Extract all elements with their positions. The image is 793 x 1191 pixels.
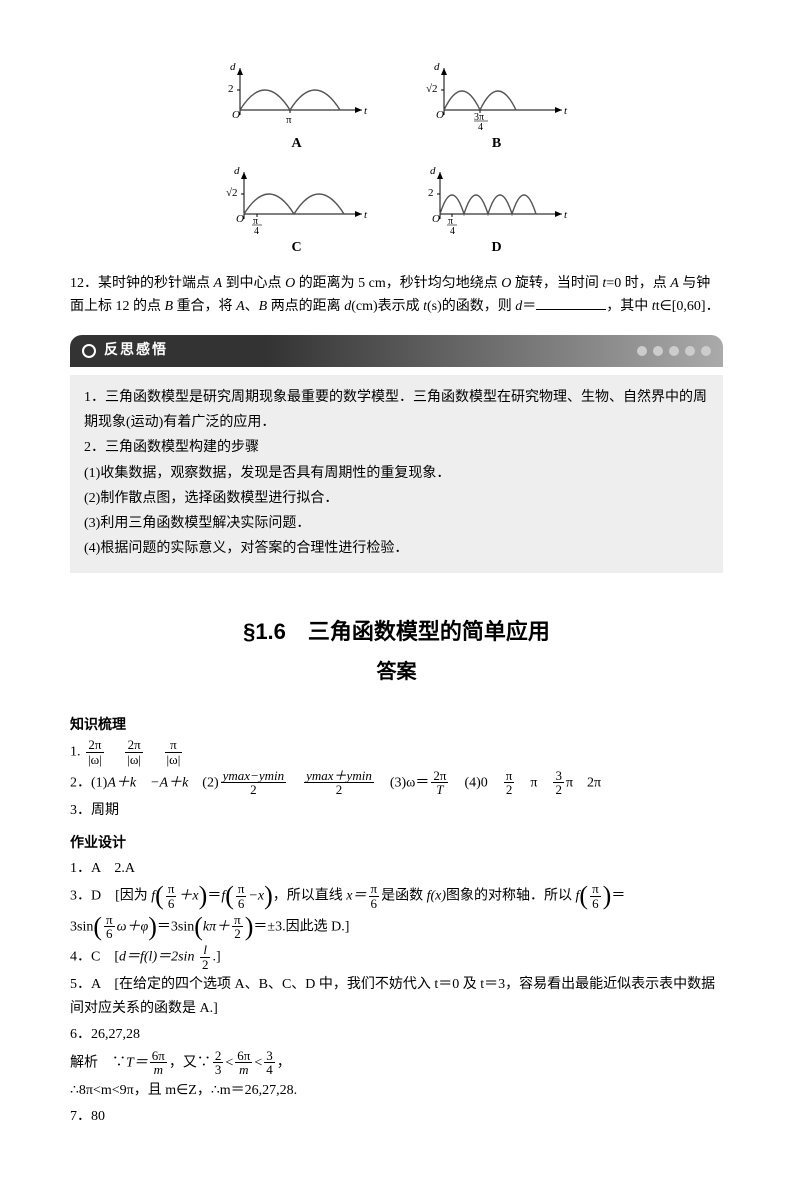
graph-label-B: B [417,132,577,156]
k2: 2．(1)A＋k −A＋k (2)ymax−ymin2 ymax＋ymin2 (… [70,769,723,797]
svg-text:4: 4 [254,226,259,234]
reflection-body: 1．三角函数模型是研究周期现象最重要的数学模型．三角函数模型在研究物理、生物、自… [70,375,723,573]
fill-blank [536,296,606,310]
svg-text:O: O [432,213,440,225]
svg-text:d: d [430,165,436,177]
svg-text:O: O [236,213,244,225]
svg-text:O: O [436,109,444,121]
section-title: §1.6 三角函数模型的简单应用 [70,613,723,650]
reflection-s3: (3)利用三角函数模型解决实际问题． [84,511,709,536]
reflection-header: 反思感悟 [70,335,723,367]
p12-a: 12．某时钟的秒针端点 [70,276,214,291]
k3: 3．周期 [70,799,723,823]
dot-icon [653,346,663,356]
svg-text:2: 2 [228,83,234,95]
problem-12: 12．某时钟的秒针端点 A 到中心点 O 的距离为 5 cm，秒针均匀地绕点 O… [70,272,723,320]
svg-text:d: d [434,61,440,73]
svg-text:4: 4 [450,226,455,234]
svg-text:t: t [564,105,568,117]
graph-label-C: C [217,236,377,260]
k1: 1. 2π|ω| 2π|ω| π|ω| [70,738,723,766]
svg-text:t: t [564,209,568,221]
a6exp2: ∴8π<m<9π，且 m∈Z，∴m＝26,27,28. [70,1079,723,1103]
a6exp: 解析 ∵T＝6πm，又∵23<6πm<34， [70,1049,723,1077]
a1: 1．A 2.A [70,857,723,881]
a6: 6．26,27,28 [70,1023,723,1047]
a3: 3．D [因为 f(π6＋x)＝f(π6−x)，所以直线 x＝π6是函数 f(x… [70,882,723,910]
a3b: 3sin(π6ω＋φ)＝3sin(kπ＋π2)＝±3.因此选 D.] [70,913,723,941]
svg-text:√2: √2 [426,83,438,95]
svg-text:π: π [286,114,292,126]
reflection-s4: (4)根据问题的实际意义，对答案的合理性进行检验． [84,536,709,561]
knowledge-heading: 知识梳理 [70,713,723,737]
graph-label-A: A [217,132,377,156]
dot-icon [685,346,695,356]
svg-text:4: 4 [478,122,483,130]
graph-B: d t O √2 3π 4 B [417,60,577,156]
svg-text:2: 2 [428,187,434,199]
header-dots [637,346,711,356]
svg-text:d: d [230,61,236,73]
dot-icon [701,346,711,356]
reflection-s2: (2)制作散点图，选择函数模型进行拟合． [84,486,709,511]
graph-D: d t O 2 π 4 D [417,164,577,260]
dot-icon [669,346,679,356]
svg-text:d: d [234,165,240,177]
a4: 4．C [d＝f(l)＝2sin l2.] [70,943,723,971]
graph-label-D: D [417,236,577,260]
reflection-p1: 1．三角函数模型是研究周期现象最重要的数学模型．三角函数模型在研究物理、生物、自… [84,385,709,435]
dot-icon [637,346,647,356]
graph-grid: d t O 2 π A d t O √2 3π 4 B [217,60,577,260]
svg-text:t: t [364,105,368,117]
homework-heading: 作业设计 [70,831,723,855]
svg-text:O: O [232,109,240,121]
ring-icon [82,344,96,358]
p12-range: t∈[0,60]． [656,299,720,314]
svg-text:t: t [364,209,368,221]
a7: 7．80 [70,1105,723,1129]
reflection-s1: (1)收集数据，观察数据，发现是否具有周期性的重复现象． [84,461,709,486]
svg-text:√2: √2 [226,187,238,199]
reflection-p2: 2．三角函数模型构建的步骤 [84,435,709,460]
graph-A: d t O 2 π A [217,60,377,156]
graph-C: d t O √2 π 4 C [217,164,377,260]
a5: 5．A [在给定的四个选项 A、B、C、D 中，我们不妨代入 t＝0 及 t＝3… [70,973,723,1021]
reflection-title: 反思感悟 [104,339,168,363]
section-sub: 答案 [70,655,723,689]
